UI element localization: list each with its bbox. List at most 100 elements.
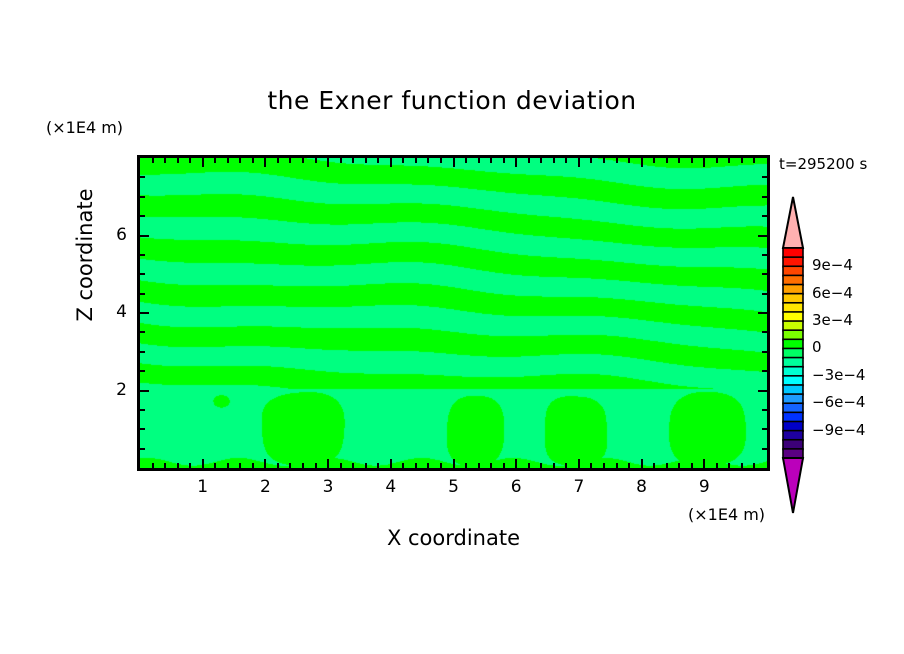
y-axis-unit-label: (×1E4 m): [46, 118, 124, 137]
x-tick-minor: [628, 463, 631, 468]
x-tick-minor: [502, 463, 505, 468]
x-tick-minor: [214, 463, 217, 468]
x-tick-minor-top: [214, 158, 217, 163]
x-tick-minor: [402, 463, 405, 468]
x-tick-major: [452, 459, 455, 468]
x-tick-minor-top: [364, 158, 367, 163]
y-tick-minor: [140, 176, 145, 179]
x-tick-minor-top: [289, 158, 292, 163]
colorbar-band: [782, 301, 804, 314]
colorbar-band: [782, 375, 804, 387]
x-tick-label: 4: [385, 477, 397, 497]
x-tick-minor: [439, 463, 442, 468]
x-tick-minor-top: [239, 158, 242, 163]
x-tick-minor-top: [465, 158, 468, 163]
y-tick-major: [140, 312, 149, 314]
y-tick-minor-right: [762, 408, 767, 411]
y-tick-minor: [140, 447, 145, 450]
x-tick-major-top: [640, 158, 643, 167]
y-tick-major-right: [758, 312, 767, 314]
x-tick-minor: [715, 463, 718, 468]
colorbar-tick-label: 0: [812, 338, 822, 357]
contour-field: [140, 158, 767, 468]
x-tick-minor-top: [477, 158, 480, 163]
x-tick-minor-top: [678, 158, 681, 163]
y-tick-minor: [140, 350, 145, 353]
x-tick-minor-top: [490, 158, 493, 163]
contour-plot-area[interactable]: [137, 155, 770, 471]
colorbar-band: [782, 320, 804, 332]
colorbar-band: [782, 420, 804, 433]
x-tick-minor: [602, 463, 605, 468]
x-tick-minor: [465, 463, 468, 468]
colorbar[interactable]: [781, 196, 805, 514]
y-tick-minor-right: [762, 273, 767, 276]
x-tick-minor-top: [502, 158, 505, 163]
x-tick-minor: [590, 463, 593, 468]
y-tick-minor: [140, 292, 145, 295]
x-tick-minor-top: [427, 158, 430, 163]
y-tick-minor: [140, 331, 145, 334]
x-tick-minor: [477, 463, 480, 468]
x-tick-minor: [226, 463, 229, 468]
y-tick-minor: [140, 408, 145, 411]
x-tick-major: [327, 459, 330, 468]
x-axis-title: X coordinate: [386, 526, 521, 550]
x-tick-minor-top: [339, 158, 342, 163]
colorbar-band: [782, 247, 804, 259]
x-tick-major: [640, 459, 643, 468]
x-tick-minor: [414, 463, 417, 468]
x-tick-label: 3: [322, 477, 334, 497]
x-tick-minor: [740, 463, 743, 468]
x-tick-minor: [753, 463, 756, 468]
x-tick-label: 2: [259, 477, 271, 497]
x-tick-minor-top: [176, 158, 179, 163]
x-tick-minor-top: [615, 158, 618, 163]
x-tick-label: 9: [698, 477, 710, 497]
y-tick-minor-right: [762, 331, 767, 334]
y-tick-minor-right: [762, 350, 767, 353]
colorbar-band: [782, 402, 804, 414]
x-tick-minor: [690, 463, 693, 468]
y-tick-minor-right: [762, 195, 767, 198]
y-tick-minor: [140, 273, 145, 276]
y-tick-label: 6: [116, 224, 127, 245]
x-tick-major-top: [452, 158, 455, 167]
x-tick-minor-top: [189, 158, 192, 163]
y-tick-minor-right: [762, 447, 767, 450]
x-axis-unit-label: (×1E4 m): [688, 505, 766, 524]
x-tick-minor: [565, 463, 568, 468]
colorbar-band: [782, 292, 804, 305]
y-tick-label: 2: [116, 379, 127, 400]
x-tick-minor: [239, 463, 242, 468]
y-tick-minor-right: [762, 253, 767, 256]
colorbar-band: [782, 256, 804, 268]
x-tick-minor-top: [753, 158, 756, 163]
y-tick-major: [140, 389, 149, 392]
x-tick-minor: [339, 463, 342, 468]
colorbar-band: [782, 429, 804, 442]
x-tick-label: 5: [448, 477, 459, 497]
x-tick-minor-top: [251, 158, 254, 163]
x-tick-minor: [427, 463, 430, 468]
x-tick-label: 7: [573, 477, 585, 497]
x-tick-major-top: [515, 158, 518, 167]
y-tick-minor: [140, 195, 145, 198]
y-tick-minor-right: [762, 215, 767, 218]
x-tick-major-top: [327, 158, 330, 167]
x-tick-minor-top: [527, 158, 530, 163]
y-tick-minor-right: [762, 428, 767, 431]
x-tick-minor-top: [151, 158, 154, 163]
x-tick-minor: [490, 463, 493, 468]
x-tick-minor: [189, 463, 192, 468]
y-tick-minor-right: [762, 176, 767, 179]
x-tick-minor: [289, 463, 292, 468]
colorbar-tick-label: 6e−4: [812, 283, 853, 302]
x-tick-minor: [653, 463, 656, 468]
colorbar-tick-label: −9e−4: [812, 420, 866, 439]
x-tick-minor: [615, 463, 618, 468]
colorbar-band: [782, 356, 804, 369]
colorbar-tick-label: −3e−4: [812, 365, 866, 384]
x-tick-minor-top: [565, 158, 568, 163]
